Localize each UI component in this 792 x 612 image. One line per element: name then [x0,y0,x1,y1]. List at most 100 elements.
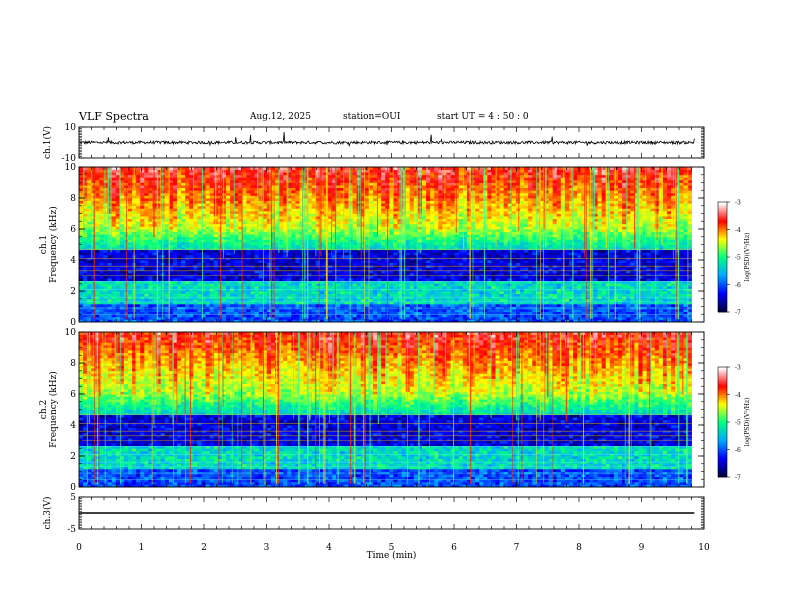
psd-cell [270,241,276,245]
psd-cell [275,226,280,230]
psd-cell [389,208,394,212]
psd-cell [381,260,386,263]
psd-cell [103,252,108,256]
psd-cell [332,177,337,181]
psd-cell [107,301,113,305]
psd-cell [181,172,186,176]
psd-cell [352,187,358,191]
psd-cell [344,249,349,253]
psd-cell [201,288,206,292]
psd-cell [87,283,92,287]
psd-cell [238,226,243,230]
psd-cell [107,285,113,289]
psd-cell [193,244,198,248]
psd-cell [197,213,202,217]
psd-cell [181,200,186,204]
psd-cell [107,187,113,191]
psd-cell [319,301,325,305]
psd-cell [373,291,378,294]
psd-cell [279,213,284,217]
psd-cell [254,260,260,263]
psd-cell [95,303,100,307]
psd-cell [181,241,186,245]
psd-cell [95,169,100,173]
psd-cell [401,283,407,287]
psd-cell [250,205,255,209]
psd-cell [136,298,141,302]
psd-cell [226,205,231,209]
psd-cell [336,280,341,284]
psd-cell [95,182,100,186]
psd-cell [152,262,157,266]
psd-cell [226,314,231,318]
psd-cell [413,303,419,307]
psd-cell [311,247,317,251]
psd-cell [172,260,178,263]
psd-cell [319,241,325,245]
psd-cell [377,218,382,222]
psd-cell [152,236,157,240]
psd-cell [373,179,378,183]
psd-cell [209,169,215,173]
psd-cell [95,192,100,196]
psd-cell [250,172,255,176]
psd-cell [295,254,300,258]
psd-cell [238,272,243,276]
psd-cell [270,187,276,191]
psd-cell [364,293,370,297]
psd-cell [295,265,300,269]
psd-cell [364,247,370,251]
psd-cell [262,208,268,212]
psd-cell [417,316,423,320]
psd-cell [205,298,211,302]
psd-cell [168,252,174,256]
psd-cell [307,226,313,230]
psd-cell [164,231,170,235]
psd-cell [344,239,349,243]
psd-cell [340,218,345,222]
psd-cell [152,316,157,320]
psd-cell [83,190,88,194]
psd-cell [168,223,174,227]
psd-cell [95,278,100,282]
psd-cell [226,272,231,276]
psd-cell [87,319,92,323]
psd-cell [168,265,174,269]
psd-cell [103,241,108,245]
psd-cell [409,187,415,191]
psd-cell [193,265,198,269]
psd-cell [368,213,374,217]
psd-cell [258,200,264,204]
psd-cell [340,200,345,204]
psd-cell [344,301,349,305]
psd-cell [405,229,411,232]
psd-cell [128,177,133,181]
psd-cell [209,280,215,284]
psd-cell [209,195,215,199]
psd-cell [238,203,243,207]
psd-cell [405,216,411,220]
psd-cell [250,229,255,232]
psd-cell [303,213,309,217]
psd-cell [295,252,300,256]
psd-cell [79,283,84,287]
psd-cell [115,262,121,266]
psd-cell [295,218,300,222]
psd-cell [213,236,219,240]
psd-cell [401,239,407,243]
psd-cell [152,239,157,243]
psd-cell [205,205,211,209]
psd-cell [242,311,247,315]
psd-cell [119,229,125,232]
psd-cell [185,167,190,170]
psd-cell [140,221,145,225]
psd-cell [258,195,264,199]
psd-cell [368,179,374,183]
psd-cell [352,275,358,279]
psd-cell [360,283,366,287]
psd-cell [201,280,206,284]
psd-cell [172,231,178,235]
psd-cell [234,249,239,253]
psd-cell [168,231,174,235]
psd-cell [197,216,202,220]
